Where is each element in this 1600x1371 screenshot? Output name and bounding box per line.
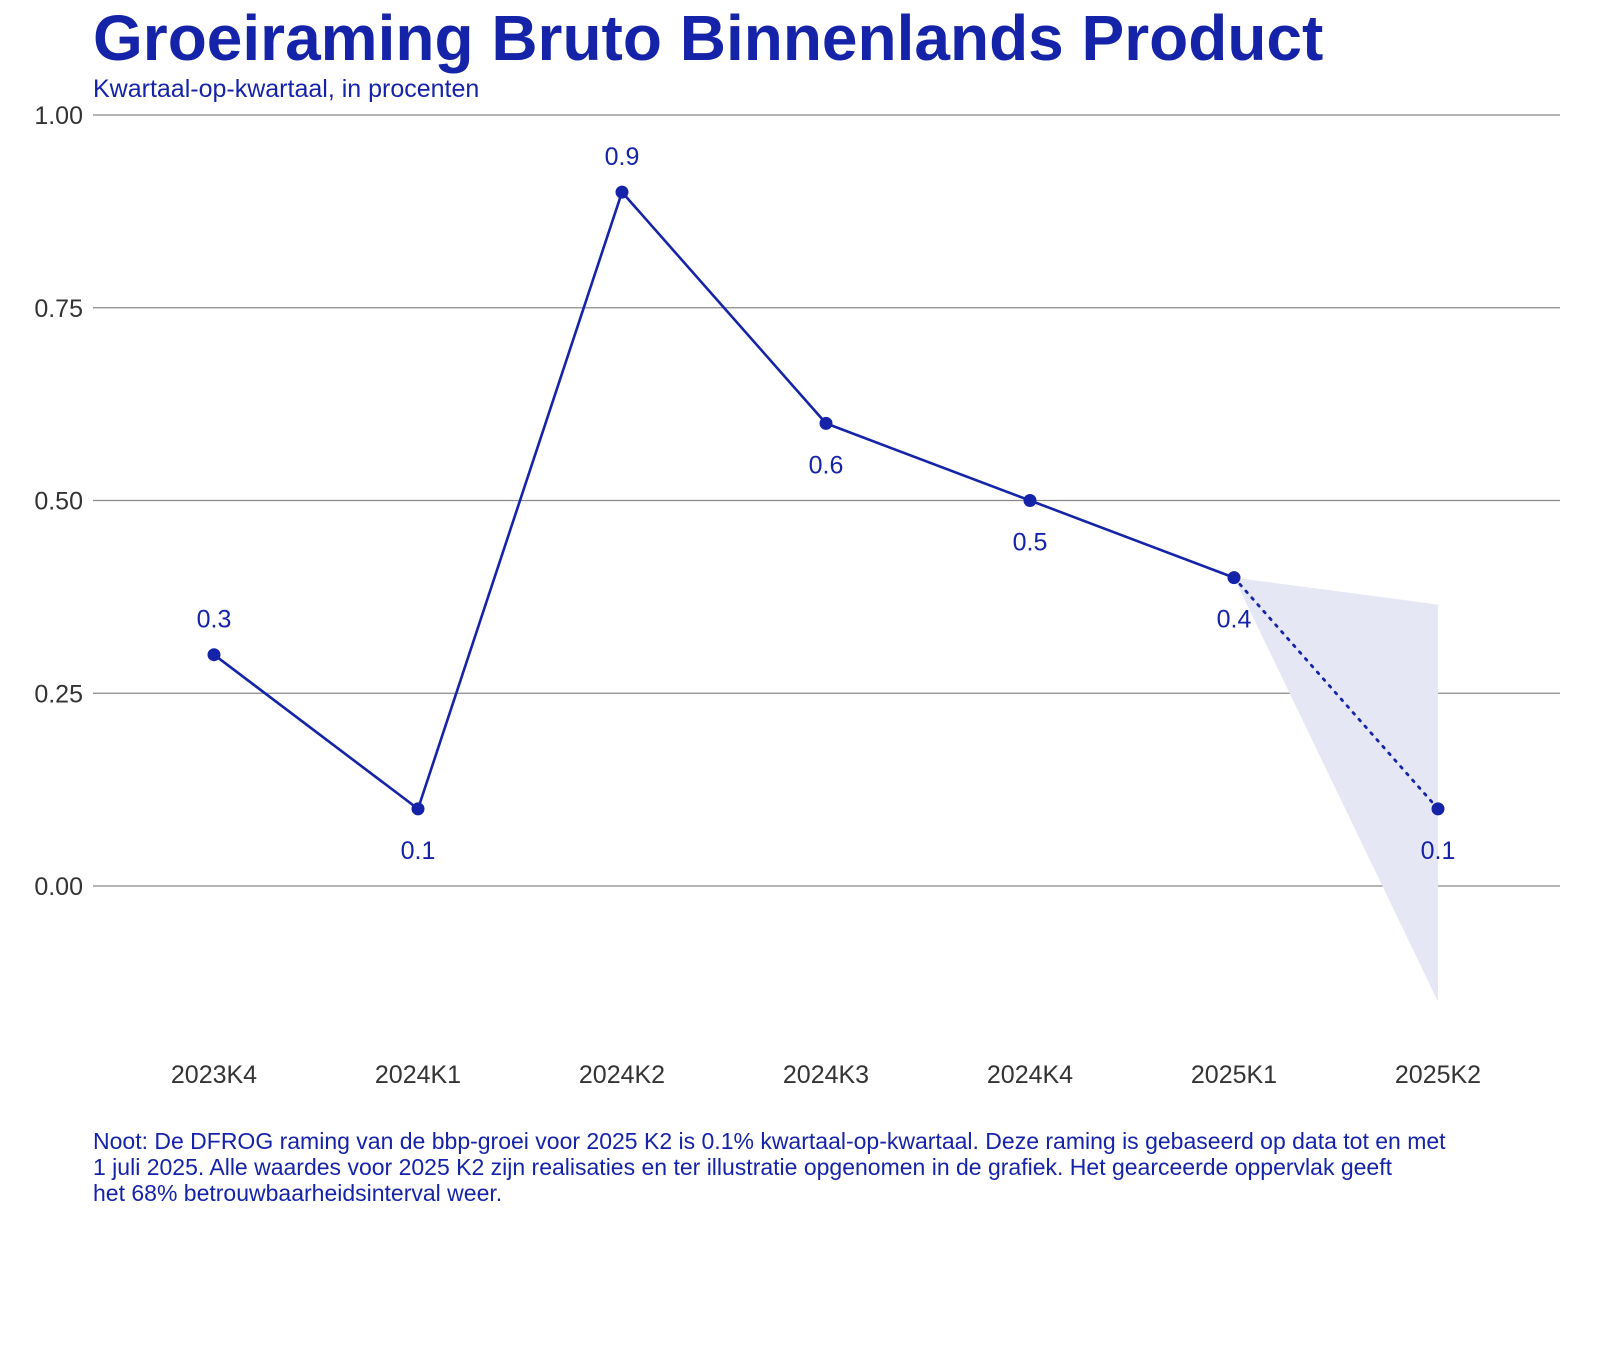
chart-subtitle: Kwartaal-op-kwartaal, in procenten <box>93 75 480 103</box>
x-tick-label: 2024K4 <box>987 1061 1073 1089</box>
confidence-band <box>1234 577 1438 1002</box>
data-label: 0.1 <box>1421 837 1456 865</box>
x-tick-label: 2024K3 <box>783 1061 869 1089</box>
data-label: 0.9 <box>605 143 640 171</box>
y-tick-label: 0.25 <box>34 680 83 708</box>
data-point <box>411 802 425 816</box>
y-tick-label: 1.00 <box>34 102 83 130</box>
data-label: 0.1 <box>401 837 436 865</box>
x-tick-label: 2024K1 <box>375 1061 461 1089</box>
chart-note: Noot: De DFROG raming van de bbp-groei v… <box>93 1128 1593 1206</box>
data-point <box>1227 571 1241 585</box>
y-tick-label: 0.50 <box>34 488 83 516</box>
series-line <box>213 190 1235 811</box>
chart-title: Groeiraming Bruto Binnenlands Product <box>93 2 1324 74</box>
y-tick-label: 0.00 <box>34 873 83 901</box>
data-point <box>615 185 629 199</box>
note-line: 1 juli 2025. Alle waardes voor 2025 K2 z… <box>93 1154 1392 1180</box>
data-point <box>819 416 833 430</box>
note-line: het 68% betrouwbaarheidsinterval weer. <box>93 1180 503 1206</box>
data-label: 0.3 <box>197 606 232 634</box>
forecast-line <box>1232 576 1440 811</box>
x-tick-label: 2023K4 <box>171 1061 257 1089</box>
line-chart: 0.00 0.25 0.50 0.75 1.00 2023K4 2024K1 2024K2 20… <box>34 102 1560 1089</box>
y-tick-label: 0.75 <box>34 295 83 323</box>
data-point <box>207 648 221 662</box>
x-tick-label: 2025K1 <box>1191 1061 1277 1089</box>
data-label: 0.5 <box>1013 529 1048 557</box>
note-line: Noot: De DFROG raming van de bbp-groei v… <box>93 1128 1446 1154</box>
data-point <box>1023 494 1037 507</box>
x-tick-label: 2024K2 <box>579 1061 665 1089</box>
data-label: 0.4 <box>1217 606 1252 634</box>
data-point <box>1431 802 1445 816</box>
data-label: 0.6 <box>809 451 844 479</box>
x-tick-label: 2025K2 <box>1395 1061 1481 1089</box>
